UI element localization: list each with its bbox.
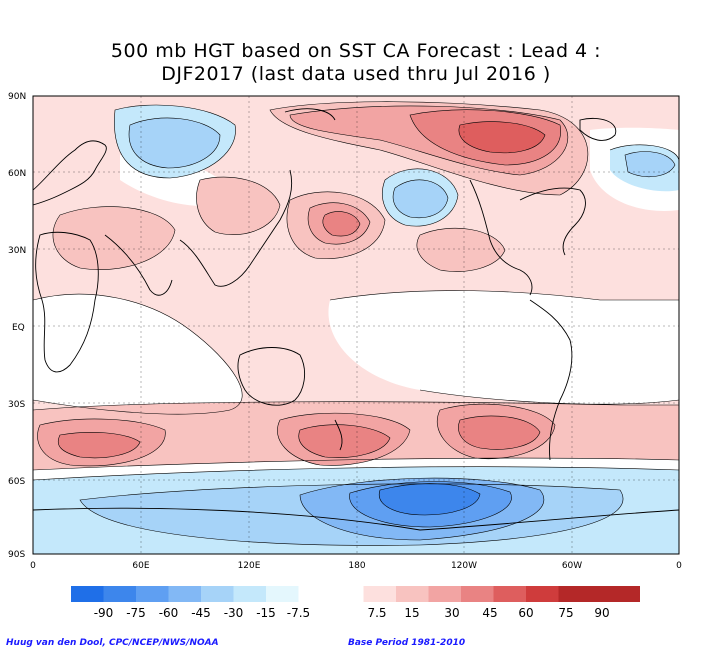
lat-label: 30N — [8, 246, 26, 256]
colorbar-swatch — [396, 586, 429, 602]
colorbar-label: 60 — [518, 606, 533, 620]
colorbar-label: -15 — [256, 606, 276, 620]
colorbar-label: -90 — [94, 606, 114, 620]
lat-label: 90S — [8, 550, 25, 560]
colorbar-swatch-max — [591, 586, 640, 602]
colorbar-swatch — [103, 586, 136, 602]
colorbar-swatch — [558, 586, 591, 602]
lon-label: 120E — [238, 561, 261, 571]
colorbar-label: 7.5 — [367, 606, 386, 620]
lon-label: 180 — [348, 561, 365, 571]
colorbar-label: -7.5 — [287, 606, 310, 620]
colorbar-label: 45 — [482, 606, 497, 620]
colorbar-swatch — [201, 586, 234, 602]
north-america-east-coast — [519, 187, 586, 256]
colorbar-neutral-swatch — [331, 586, 364, 602]
lat-label: 60N — [8, 169, 26, 179]
contour-lines — [33, 101, 679, 546]
colorbar-label: 75 — [558, 606, 573, 620]
lat-label: 90N — [8, 92, 26, 102]
colorbar-swatch — [266, 586, 299, 602]
map-title-line-1: 500 mb HGT based on SST CA Forecast : Le… — [110, 40, 602, 62]
negative-anomalies — [33, 105, 679, 554]
coastlines — [33, 108, 679, 531]
anomaly-field — [33, 96, 679, 554]
lon-label: 0 — [30, 561, 36, 571]
colorbar-label: 15 — [404, 606, 419, 620]
colorbar-swatch — [493, 586, 526, 602]
greenland-coast — [579, 117, 617, 141]
new-zealand-coast — [334, 419, 343, 451]
longitude-labels: 0 60E 120E 180 120W 60W 0 — [30, 561, 682, 571]
lat-label: EQ — [12, 323, 25, 333]
antarctica-coast — [33, 507, 679, 531]
north-america-west-coast — [469, 179, 533, 296]
colorbar-label: -75 — [126, 606, 146, 620]
colorbar-swatch — [461, 586, 494, 602]
colorbar-swatch — [136, 586, 169, 602]
europe-coast — [33, 140, 107, 206]
map-title-line-2: DJF2017 (last data used thru Jul 2016 ) — [161, 63, 551, 85]
lon-label: 120W — [451, 561, 477, 571]
latitude-labels: 90N 60N 30N EQ 30S 60S 90S — [8, 92, 26, 560]
south-america-coast — [529, 299, 573, 461]
lon-label: 60E — [132, 561, 149, 571]
colorbar-labels: -90 -75 -60 -45 -30 -15 -7.5 7.5 15 30 4… — [94, 606, 610, 620]
lat-label: 30S — [8, 400, 25, 410]
east-asia-coast — [179, 169, 293, 287]
colorbar: -90 -75 -60 -45 -30 -15 -7.5 7.5 15 30 4… — [71, 586, 640, 620]
positive-anomalies — [33, 101, 679, 470]
colorbar-label: -60 — [159, 606, 179, 620]
colorbar-neutral-swatch — [298, 586, 331, 602]
arabia-india-coast — [104, 234, 173, 296]
graticule — [33, 96, 679, 554]
colorbar-swatch — [233, 586, 266, 602]
australia-coast — [237, 347, 306, 406]
colorbar-label: -45 — [191, 606, 211, 620]
colorbar-swatch — [363, 586, 396, 602]
colorbar-swatch — [428, 586, 461, 602]
author-credit: Huug van den Dool, CPC/NCEP/NWS/NOAA — [6, 638, 219, 648]
colorbar-label: -30 — [224, 606, 244, 620]
colorbar-label: 90 — [594, 606, 609, 620]
africa-coast — [35, 231, 99, 373]
colorbar-swatch — [526, 586, 559, 602]
colorbar-swatch — [71, 586, 104, 602]
colorbar-swatch — [168, 586, 201, 602]
lon-label: 0 — [676, 561, 682, 571]
arctic-coast — [284, 108, 336, 121]
colorbar-label: 30 — [444, 606, 459, 620]
lon-label: 60W — [562, 561, 582, 571]
lat-label: 60S — [8, 477, 25, 487]
map-frame — [32, 95, 680, 555]
base-period-note: Base Period 1981-2010 — [348, 638, 466, 648]
